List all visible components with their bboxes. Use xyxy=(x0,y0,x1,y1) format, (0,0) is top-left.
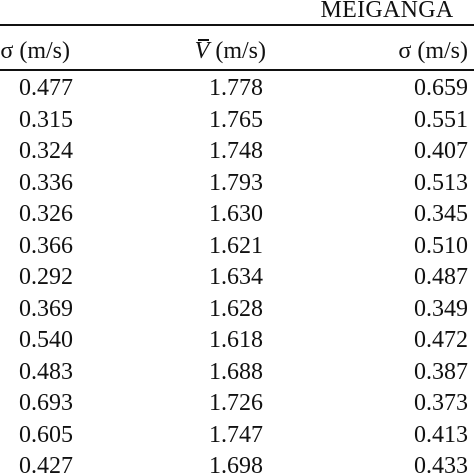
cell-mean-velocity: 1.726 xyxy=(209,390,263,416)
cell-sigma-right: 0.487 xyxy=(414,264,468,290)
group-title-meiganga: MEIGANGA xyxy=(320,0,454,23)
cell-sigma-right: 0.513 xyxy=(414,169,468,196)
cell-mean-velocity: 1.634 xyxy=(209,264,263,290)
cell-sigma-right: 0.387 xyxy=(414,358,468,385)
cell-sigma-left: 0.540 xyxy=(19,327,73,353)
cell-sigma-right: 0.433 xyxy=(414,453,468,474)
cell-mean-velocity: 1.628 xyxy=(209,295,263,322)
cell-sigma-left: 0.315 xyxy=(19,106,73,133)
cell-sigma-right: 0.659 xyxy=(414,75,468,101)
table-row: 0.427 1.698 0.433 xyxy=(0,451,474,474)
cell-sigma-right: 0.510 xyxy=(414,232,468,259)
cell-mean-velocity: 1.688 xyxy=(209,358,263,385)
cell-sigma-left: 0.427 xyxy=(19,453,73,474)
cell-sigma-left: 0.326 xyxy=(19,201,73,227)
table-row: 0.366 1.621 0.510 xyxy=(0,231,474,263)
cell-sigma-left: 0.292 xyxy=(19,264,73,290)
cell-mean-velocity: 1.698 xyxy=(209,453,263,474)
table-row: 0.292 1.634 0.487 xyxy=(0,262,474,294)
table-row: 0.369 1.628 0.349 xyxy=(0,294,474,326)
table-row: 0.324 1.748 0.407 xyxy=(0,136,474,168)
cell-sigma-right: 0.407 xyxy=(414,138,468,164)
cell-sigma-right: 0.551 xyxy=(414,106,468,133)
cell-mean-velocity: 1.748 xyxy=(209,138,263,164)
cell-sigma-left: 0.477 xyxy=(19,75,73,101)
cell-mean-velocity: 1.618 xyxy=(209,327,263,353)
cell-mean-velocity: 1.621 xyxy=(209,232,263,259)
cell-sigma-right: 0.349 xyxy=(414,295,468,322)
header-sigma-right: σ (m/s) xyxy=(398,38,468,64)
table-row: 0.693 1.726 0.373 xyxy=(0,388,474,420)
cell-sigma-left: 0.369 xyxy=(19,295,73,322)
header-rule xyxy=(0,69,474,71)
cell-mean-velocity: 1.793 xyxy=(209,169,263,196)
header-row: σ (m/s) V (m/s) σ (m/s) xyxy=(0,38,474,66)
cell-sigma-left: 0.483 xyxy=(19,358,73,385)
table-row: 0.605 1.747 0.413 xyxy=(0,420,474,452)
cell-mean-velocity: 1.765 xyxy=(209,106,263,133)
header-sigma-left: σ (m/s) xyxy=(0,38,70,64)
table-row: 0.336 1.793 0.513 xyxy=(0,168,474,200)
vbar-symbol: V xyxy=(194,38,210,64)
table-row: 0.326 1.630 0.345 xyxy=(0,199,474,231)
cell-sigma-right: 0.413 xyxy=(414,421,468,448)
cell-sigma-left: 0.336 xyxy=(19,169,73,196)
cell-sigma-left: 0.366 xyxy=(19,232,73,259)
vbar-unit: (m/s) xyxy=(209,38,266,64)
table-row: 0.477 1.778 0.659 xyxy=(0,73,474,105)
cell-sigma-right: 0.373 xyxy=(414,390,468,416)
cell-mean-velocity: 1.630 xyxy=(209,201,263,227)
cell-sigma-left: 0.693 xyxy=(19,390,73,416)
cell-mean-velocity: 1.778 xyxy=(209,75,263,101)
cell-mean-velocity: 1.747 xyxy=(209,421,263,448)
table-row: 0.315 1.765 0.551 xyxy=(0,105,474,137)
cell-sigma-left: 0.324 xyxy=(19,138,73,164)
top-rule xyxy=(0,24,474,26)
cell-sigma-right: 0.472 xyxy=(414,327,468,353)
cell-sigma-right: 0.345 xyxy=(414,201,468,227)
table-row: 0.483 1.688 0.387 xyxy=(0,357,474,389)
table-body: 0.477 1.778 0.659 0.315 1.765 0.551 0.324 1.748… xyxy=(0,73,474,474)
table-row: 0.540 1.618 0.472 xyxy=(0,325,474,357)
cell-sigma-left: 0.605 xyxy=(19,421,73,448)
header-mean-velocity: V (m/s) xyxy=(195,38,266,65)
